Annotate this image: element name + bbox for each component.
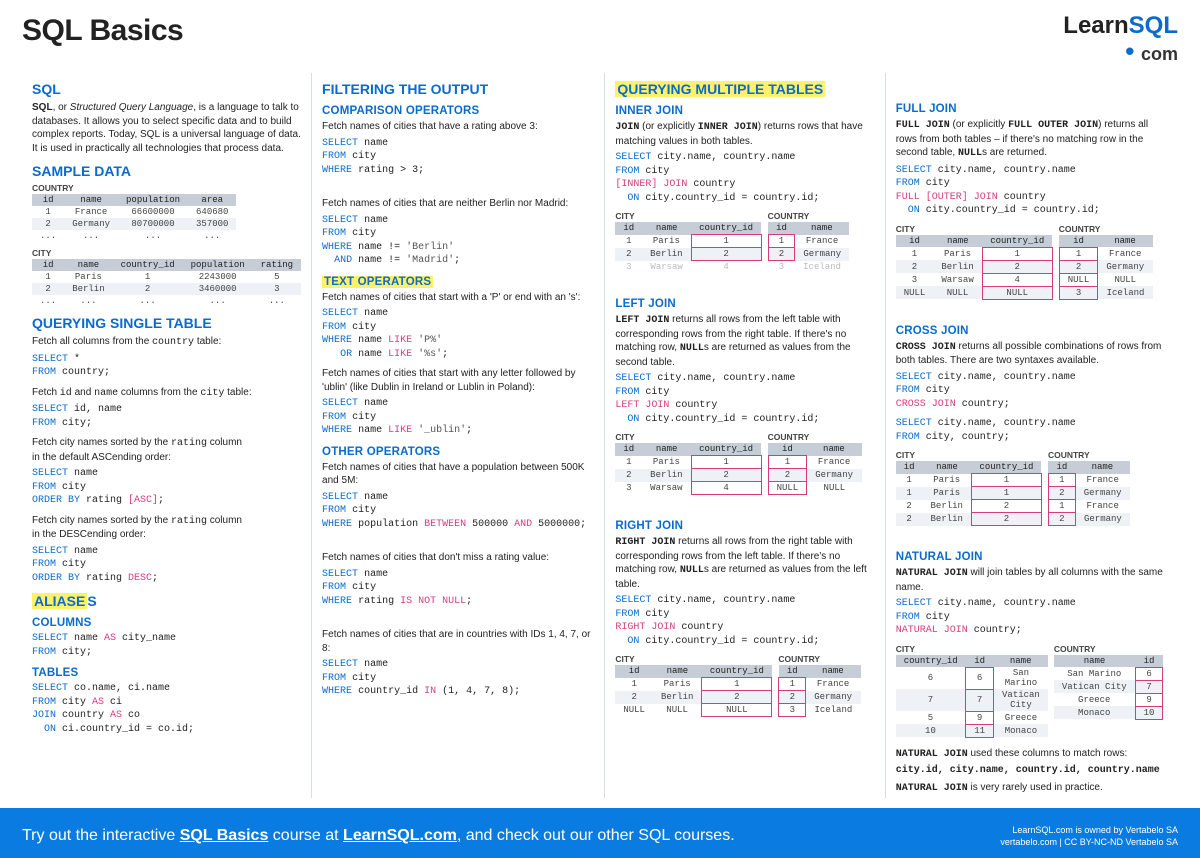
full-code: SELECT city.name, country.name FROM city…: [896, 164, 1168, 218]
full-text: FULL JOIN (or explicitly FULL OUTER JOIN…: [896, 118, 1168, 161]
col-1: SQL SQL, or Structured Query Language, i…: [22, 73, 311, 798]
sub-right: RIGHT JOIN: [615, 520, 874, 532]
sql-desc: SQL, or Structured Query Language, is a …: [32, 101, 301, 155]
cross-c1: SELECT city.name, country.name FROM city…: [896, 371, 1168, 412]
city-label: CITY: [32, 248, 301, 258]
comp-t1: Fetch names of cities that have a rating…: [322, 120, 594, 134]
logo: LearnSQL • com: [1063, 14, 1178, 65]
qst-c3: SELECT name FROM city ORDER BY rating [A…: [32, 467, 301, 508]
sub-columns: COLUMNS: [32, 617, 301, 629]
comp-c1: SELECT name FROM city WHERE rating > 3;: [322, 137, 594, 178]
cross-join-tables: CITY idnamecountry_id 1Paris1 1Paris1 2B…: [896, 450, 1168, 532]
country-label: COUNTRY: [32, 183, 301, 193]
section-multi: QUERYING MULTIPLE TABLES: [615, 81, 874, 97]
right-text: RIGHT JOIN returns all rows from the rig…: [615, 535, 874, 591]
section-sql: SQL: [32, 81, 301, 97]
qst-c1: SELECT * FROM country;: [32, 353, 301, 380]
qst-t2: Fetch id and name columns from the city …: [32, 386, 301, 401]
footer-right: LearnSQL.com is owned by Vertabelo SA ve…: [1000, 824, 1178, 848]
qst-t4: Fetch city names sorted by the rating co…: [32, 514, 301, 542]
alias-c1: SELECT name AS city_name FROM city;: [32, 632, 301, 659]
section-qst: QUERYING SINGLE TABLE: [32, 315, 301, 331]
sub-tables: TABLES: [32, 667, 301, 679]
page: SQL Basics LearnSQL • com SQL SQL, or St…: [0, 0, 1200, 798]
country-table: idnamepopulationarea 1France666000006406…: [32, 194, 236, 242]
other-c3: SELECT name FROM city WHERE country_id I…: [322, 658, 594, 699]
section-sample: SAMPLE DATA: [32, 163, 301, 179]
logo-com: com: [1141, 44, 1178, 64]
cross-c2: SELECT city.name, country.name FROM city…: [896, 417, 1168, 444]
logo-learn: Learn: [1063, 12, 1128, 39]
columns: SQL SQL, or Structured Query Language, i…: [22, 73, 1178, 798]
text-c2: SELECT name FROM city WHERE name LIKE '_…: [322, 397, 594, 438]
other-t1: Fetch names of cities that have a popula…: [322, 461, 594, 488]
qst-t3: Fetch city names sorted by the rating co…: [32, 436, 301, 464]
right-code: SELECT city.name, country.name FROM city…: [615, 594, 874, 648]
footer: Try out the interactive SQL Basics cours…: [0, 808, 1200, 858]
section-filter: FILTERING THE OUTPUT: [322, 81, 594, 97]
cross-text: CROSS JOIN returns all possible combinat…: [896, 340, 1168, 368]
left-text: LEFT JOIN returns all rows from the left…: [615, 313, 874, 369]
qst-c2: SELECT id, name FROM city;: [32, 403, 301, 430]
qst-c4: SELECT name FROM city ORDER BY rating DE…: [32, 545, 301, 586]
nat-code: SELECT city.name, country.name FROM city…: [896, 597, 1168, 638]
comp-c2: SELECT name FROM city WHERE name != 'Ber…: [322, 214, 594, 268]
footer-left: Try out the interactive SQL Basics cours…: [22, 827, 735, 845]
text-t1: Fetch names of cities that start with a …: [322, 291, 594, 305]
other-t2: Fetch names of cities that don't miss a …: [322, 551, 594, 565]
logo-sql: SQL: [1129, 12, 1178, 39]
section-aliases: ALIASES: [32, 593, 301, 609]
alias-c2: SELECT co.name, ci.name FROM city AS ci …: [32, 682, 301, 736]
nat-foot3: NATURAL JOIN is very rarely used in prac…: [896, 781, 1168, 796]
inner-text: JOIN (or explicitly INNER JOIN) returns …: [615, 120, 874, 148]
other-t3: Fetch names of cities that are in countr…: [322, 628, 594, 655]
sub-left: LEFT JOIN: [615, 298, 874, 310]
other-c2: SELECT name FROM city WHERE rating IS NO…: [322, 568, 594, 609]
header: SQL Basics LearnSQL • com: [22, 14, 1178, 65]
city-table: idnamecountry_idpopulationrating 1Paris1…: [32, 259, 301, 307]
sub-inner: INNER JOIN: [615, 105, 874, 117]
col-2: FILTERING THE OUTPUT COMPARISON OPERATOR…: [311, 73, 604, 798]
nat-foot2: city.id, city.name, country.id, country.…: [896, 764, 1168, 778]
logo-dot-icon: •: [1125, 36, 1134, 66]
inner-code: SELECT city.name, country.name FROM city…: [615, 151, 874, 205]
right-join-tables: CITY idnamecountry_id 1Paris1 2Berlin2 N…: [615, 654, 874, 723]
col-3: QUERYING MULTIPLE TABLES INNER JOIN JOIN…: [604, 73, 884, 798]
sub-cross: CROSS JOIN: [896, 325, 1168, 337]
text-c1: SELECT name FROM city WHERE name LIKE 'P…: [322, 307, 594, 361]
col-4: FULL JOIN FULL JOIN (or explicitly FULL …: [885, 73, 1178, 798]
sub-other-ops: OTHER OPERATORS: [322, 446, 594, 458]
sub-full: FULL JOIN: [896, 103, 1168, 115]
sub-natural: NATURAL JOIN: [896, 551, 1168, 563]
left-join-tables: CITY idnamecountry_id 1Paris1 2Berlin2 3…: [615, 432, 874, 501]
qst-t1: Fetch all columns from the country table…: [32, 335, 301, 350]
text-t2: Fetch names of cities that start with an…: [322, 367, 594, 394]
inner-join-tables: CITY idnamecountry_id 1Paris1 2Berlin2 3…: [615, 211, 874, 279]
nat-text: NATURAL JOIN will join tables by all col…: [896, 566, 1168, 594]
sub-comparison: COMPARISON OPERATORS: [322, 105, 594, 117]
sub-text-ops: TEXT OPERATORS: [322, 276, 594, 288]
full-join-tables: CITY idnamecountry_id 1Paris1 2Berlin2 3…: [896, 224, 1168, 306]
comp-t2: Fetch names of cities that are neither B…: [322, 197, 594, 211]
other-c1: SELECT name FROM city WHERE population B…: [322, 491, 594, 532]
left-code: SELECT city.name, country.name FROM city…: [615, 372, 874, 426]
page-title: SQL Basics: [22, 14, 183, 48]
nat-foot1: NATURAL JOIN used these columns to match…: [896, 747, 1168, 762]
nat-join-tables: CITY country_ididname 66San Marino 77Vat…: [896, 644, 1168, 744]
